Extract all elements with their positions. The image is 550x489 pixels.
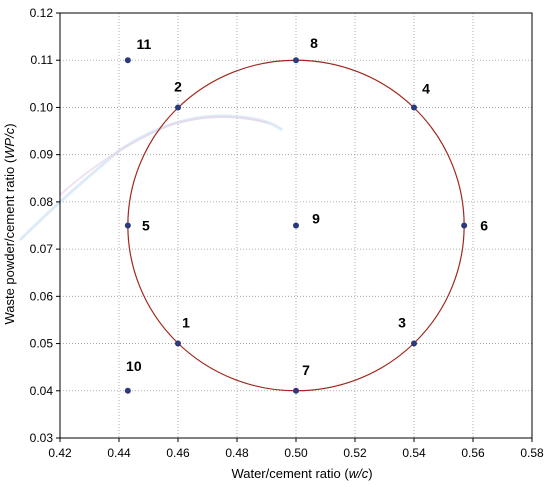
point-label-3: 3: [398, 315, 406, 331]
point-labels: 1 2 3 4 5 6 7 8 9 10 11: [126, 35, 488, 378]
y-tick-label: 0.06: [30, 289, 54, 303]
x-tick-label: 0.50: [284, 446, 308, 460]
data-point-1: [175, 340, 181, 347]
point-label-2: 2: [174, 78, 182, 94]
x-tick-label: 0.52: [343, 446, 367, 460]
x-axis-label-prefix: Water/cement ratio (: [231, 466, 349, 481]
point-label-10: 10: [126, 358, 142, 374]
y-tick-label: 0.11: [31, 53, 54, 67]
y-axis-label-prefix: Waste powder/cement ratio (: [2, 158, 17, 324]
x-tick-label: 0.56: [461, 446, 485, 460]
y-tick-label: 0.07: [30, 242, 54, 256]
data-point-6: [461, 222, 468, 229]
y-tick-label: 0.08: [30, 195, 54, 209]
y-tick-label: 0.09: [30, 148, 54, 162]
x-tick-label: 0.58: [520, 446, 544, 460]
y-axis-ticks: 0.03 0.04 0.05 0.06 0.07 0.08 0.09 0.10 0.11 0.12: [30, 6, 60, 445]
x-tick-label: 0.44: [107, 446, 131, 460]
grid-lines: [59, 12, 533, 439]
data-point-11: [124, 57, 131, 64]
data-point-8: [293, 57, 299, 64]
x-tick-label: 0.54: [402, 446, 426, 460]
y-tick-label: 0.03: [30, 431, 54, 445]
point-label-6: 6: [480, 218, 488, 234]
data-point-9: [293, 222, 299, 229]
x-axis-label: Water/cement ratio (w/c): [231, 466, 372, 481]
y-tick-label: 0.04: [30, 384, 54, 398]
point-label-4: 4: [422, 80, 430, 96]
y-axis-label: Waste powder/cement ratio (WP/c): [2, 123, 17, 324]
data-point-10: [124, 387, 131, 394]
data-point-5: [124, 222, 131, 229]
point-label-7: 7: [302, 362, 310, 378]
data-point-7: [293, 387, 299, 394]
point-label-8: 8: [310, 35, 318, 51]
x-axis-ticks: 0.42 0.44 0.46 0.48 0.50 0.52 0.54 0.56 0.58: [48, 438, 544, 460]
design-points: [124, 57, 468, 394]
y-tick-label: 0.05: [30, 337, 54, 351]
x-tick-label: 0.42: [48, 446, 72, 460]
y-tick-label: 0.10: [30, 100, 54, 114]
data-point-2: [175, 104, 181, 111]
point-label-9: 9: [312, 211, 320, 227]
data-point-3: [411, 340, 417, 347]
y-axis-label-symbol: WP/c: [2, 127, 17, 159]
y-tick-label: 0.12: [30, 6, 54, 20]
x-axis-label-suffix: ): [368, 466, 372, 481]
point-label-5: 5: [142, 218, 150, 234]
x-tick-label: 0.46: [166, 446, 190, 460]
data-point-4: [411, 104, 417, 111]
x-axis-label-symbol: w/c: [349, 466, 369, 481]
x-tick-label: 0.48: [225, 446, 249, 460]
y-axis-label-suffix: ): [2, 123, 17, 127]
point-label-11: 11: [136, 36, 151, 52]
point-label-1: 1: [182, 315, 190, 331]
